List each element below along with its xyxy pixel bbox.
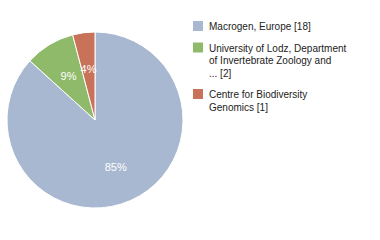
page: {"chart_data": {"type": "pie", "categori… bbox=[0, 0, 380, 240]
legend-swatch bbox=[193, 89, 203, 99]
legend-label-line: University of Lodz, Department bbox=[209, 43, 347, 54]
pie-slice bbox=[7, 32, 183, 208]
legend: Macrogen, Europe [18] University of Lodz,… bbox=[193, 21, 347, 113]
legend-label-line: Genomics [1] bbox=[209, 102, 268, 113]
data-label: 9% bbox=[61, 70, 77, 82]
legend-label: Centre for Biodiversity Genomics [1] bbox=[209, 89, 307, 113]
legend-label-line: ... [2] bbox=[209, 68, 231, 79]
data-label: 4% bbox=[81, 63, 97, 75]
data-labels: 85% 9% 4% bbox=[61, 63, 127, 172]
chart: 85% 9% 4% Macrogen, Europe [18] University o… bbox=[0, 0, 380, 240]
legend-label-line: Centre for Biodiversity bbox=[209, 89, 307, 100]
legend-swatch bbox=[193, 43, 203, 53]
slices bbox=[7, 32, 183, 208]
legend-label: University of Lodz, Departmentof Inverte… bbox=[209, 43, 347, 79]
legend-swatch bbox=[193, 21, 203, 31]
legend-label: Macrogen, Europe [18] bbox=[209, 21, 311, 32]
chart-container: 85% 9% 4% Macrogen, Europe [18] University o… bbox=[0, 0, 380, 240]
legend-label-line: Macrogen, Europe [18] bbox=[209, 21, 311, 32]
legend-label-line: of Invertebrate Zoology and bbox=[209, 55, 331, 66]
data-label: 85% bbox=[105, 161, 127, 173]
